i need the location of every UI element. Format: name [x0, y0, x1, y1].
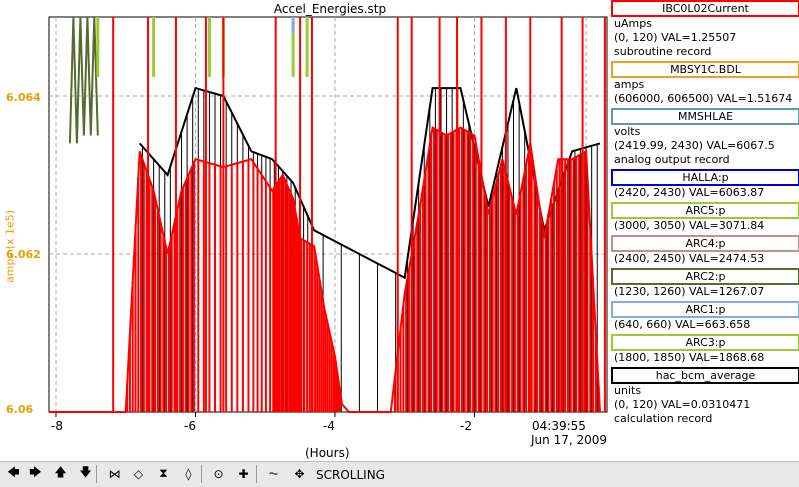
y-axis-label: amps (x 1e5): [3, 209, 17, 284]
zoom-out-horizontal-icon[interactable]: ◇: [133, 466, 144, 481]
legend-item-detail: calculation record: [614, 412, 713, 425]
x-tick-label: -8: [51, 419, 63, 433]
legend-item-title[interactable]: HALLA:p: [611, 169, 799, 186]
legend-item-title[interactable]: MBSY1C.BDL: [611, 61, 799, 78]
scroll-status: SCROLLING: [316, 468, 385, 482]
y-tick-label: 6.062: [6, 248, 41, 261]
zoom-reset-icon[interactable]: ⊙: [213, 466, 224, 481]
timestamp: 04:39:55: [532, 419, 586, 433]
legend-item-detail: (3000, 3050) VAL=3071.84: [614, 219, 765, 232]
plot-area[interactable]: [0, 0, 610, 461]
zoom-in-vertical-icon[interactable]: ⧗: [159, 466, 168, 480]
series-line: [68, 16, 99, 144]
legend-item-title[interactable]: MMSHLAE: [611, 108, 799, 125]
date: Jun 17, 2009: [531, 433, 608, 447]
legend-item-title[interactable]: ARC3:p: [611, 334, 799, 351]
legend-item-detail: (1230, 1260) VAL=1267.07: [614, 285, 765, 298]
move-cursor-icon[interactable]: ✥: [294, 466, 305, 481]
legend-item-detail: analog output record: [614, 153, 730, 166]
y-tick-label: 6.06: [6, 403, 34, 416]
legend-item-title[interactable]: IBC0L02Current: [611, 0, 799, 17]
legend-item-title[interactable]: hac_bcm_average: [611, 367, 799, 384]
legend-item-detail: (606000, 606500) VAL=1.51674: [614, 92, 793, 105]
legend-item-detail: uAmps: [614, 17, 652, 30]
legend-item-detail: subroutine record: [614, 45, 712, 58]
toolbar-separator: [256, 465, 257, 483]
legend-item-detail: (640, 660) VAL=663.658: [614, 318, 751, 331]
x-axis-label: (Hours): [305, 446, 350, 460]
scroll-up-icon[interactable]: 🡅: [54, 465, 67, 479]
legend-item-detail: volts: [614, 125, 641, 138]
toolbar: 🡄 🡆 🡅 🡇 ⋈ ◇ ⧗ ◊ ⊙ ✚ ⏦ ✥ SCROLLING: [0, 461, 799, 487]
toolbar-separator: [96, 465, 97, 483]
legend-item-detail: (0, 120) VAL=0.0310471: [614, 398, 751, 411]
y-tick-label: 6.064: [6, 91, 41, 104]
toolbar-separator: [201, 465, 202, 483]
scale-mode-icon[interactable]: ⏦: [268, 466, 279, 480]
legend-item-detail: amps: [614, 78, 645, 91]
x-tick-label: -6: [184, 419, 196, 433]
zoom-in-horizontal-icon[interactable]: ⋈: [108, 466, 121, 481]
legend-item-detail: (1800, 1850) VAL=1868.68: [614, 351, 765, 364]
x-tick-label: -2: [460, 419, 472, 433]
scroll-right-icon[interactable]: 🡆: [29, 465, 42, 479]
scroll-down-icon[interactable]: 🡇: [79, 465, 92, 479]
zoom-out-vertical-icon[interactable]: ◊: [185, 466, 192, 481]
scroll-left-icon[interactable]: 🡄: [7, 465, 20, 479]
legend-item-detail: (2400, 2450) VAL=2474.53: [614, 252, 765, 265]
zoom-add-icon[interactable]: ✚: [238, 466, 249, 481]
x-tick-label: -4: [323, 419, 335, 433]
legend-item-title[interactable]: ARC4:p: [611, 235, 799, 252]
legend-item-title[interactable]: ARC1:p: [611, 301, 799, 318]
legend-item-title[interactable]: ARC2:p: [611, 268, 799, 285]
legend-item-detail: units: [614, 384, 642, 397]
legend-item-detail: (2419.99, 2430) VAL=6067.5: [614, 139, 775, 152]
legend-item-detail: (2420, 2430) VAL=6063.87: [614, 186, 765, 199]
legend-item-title[interactable]: ARC5:p: [611, 202, 799, 219]
chart-title: Accel_Energies.stp: [273, 2, 387, 16]
legend-item-detail: (0, 120) VAL=1.25507: [614, 31, 737, 44]
